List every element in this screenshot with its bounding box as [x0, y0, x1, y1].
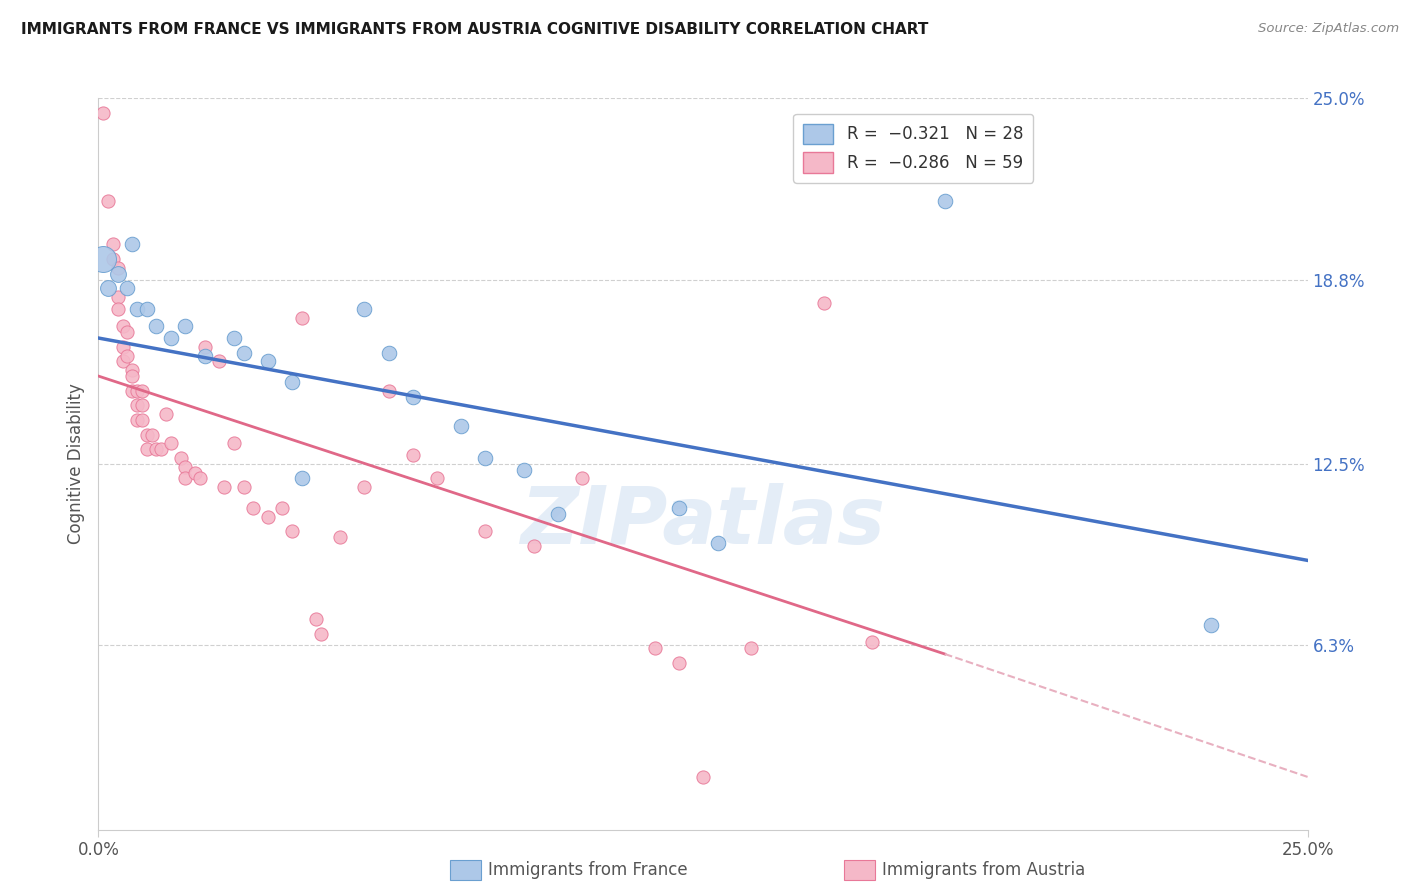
Point [706, 536, 728, 550]
Point [353, 480, 375, 494]
Point [155, 407, 177, 421]
Point [174, 459, 197, 474]
Point [290, 310, 312, 325]
Point [117, 349, 139, 363]
Point [107, 260, 129, 275]
Point [97, 281, 120, 295]
Point [474, 524, 496, 538]
Point [740, 641, 762, 656]
Point [184, 466, 207, 480]
Point [309, 626, 332, 640]
Point [402, 390, 425, 404]
Point [101, 237, 124, 252]
Point [188, 471, 211, 485]
Point [174, 471, 197, 485]
Y-axis label: Cognitive Disability: Cognitive Disability [66, 384, 84, 544]
Point [860, 635, 883, 649]
Point [131, 413, 153, 427]
Point [256, 354, 278, 368]
Point [934, 194, 956, 208]
Point [127, 398, 149, 412]
Point [97, 194, 120, 208]
Point [353, 301, 375, 316]
Point [117, 281, 139, 295]
Point [571, 471, 593, 485]
Point [194, 349, 217, 363]
Point [194, 340, 217, 354]
Point [232, 345, 254, 359]
Point [668, 656, 690, 670]
Point [208, 354, 231, 368]
Point [160, 436, 183, 450]
Point [131, 384, 153, 398]
Point [232, 480, 254, 494]
Text: Immigrants from France: Immigrants from France [488, 861, 688, 879]
Point [101, 252, 124, 266]
Point [107, 301, 129, 316]
Point [127, 301, 149, 316]
Point [644, 641, 666, 656]
Point [150, 442, 173, 457]
Legend: R =  −0.321   N = 28, R =  −0.286   N = 59: R = −0.321 N = 28, R = −0.286 N = 59 [793, 114, 1033, 183]
Point [169, 450, 191, 465]
Point [91, 105, 114, 120]
Text: Immigrants from Austria: Immigrants from Austria [882, 861, 1085, 879]
Point [111, 354, 134, 368]
Point [1199, 617, 1222, 632]
Point [450, 418, 472, 433]
Point [377, 345, 399, 359]
Point [212, 480, 235, 494]
Point [813, 296, 835, 310]
Point [121, 363, 143, 377]
Point [135, 301, 157, 316]
Point [281, 524, 304, 538]
Point [107, 290, 129, 304]
Point [145, 442, 167, 457]
Point [174, 319, 197, 334]
Point [91, 252, 114, 266]
Point [692, 770, 714, 784]
Point [107, 267, 129, 281]
Point [121, 384, 143, 398]
Point [668, 500, 690, 515]
Point [271, 500, 294, 515]
Point [121, 237, 143, 252]
Point [242, 500, 264, 515]
Point [281, 375, 304, 389]
Point [523, 539, 546, 553]
Text: IMMIGRANTS FROM FRANCE VS IMMIGRANTS FROM AUSTRIA COGNITIVE DISABILITY CORRELATI: IMMIGRANTS FROM FRANCE VS IMMIGRANTS FRO… [21, 22, 928, 37]
Point [141, 427, 163, 442]
Point [329, 530, 352, 544]
Point [135, 442, 157, 457]
Text: ZIPatlas: ZIPatlas [520, 483, 886, 561]
Point [402, 448, 425, 462]
Point [513, 463, 536, 477]
Point [222, 331, 245, 345]
Point [131, 398, 153, 412]
Point [135, 427, 157, 442]
Text: Source: ZipAtlas.com: Source: ZipAtlas.com [1258, 22, 1399, 36]
Point [290, 471, 312, 485]
Point [121, 369, 143, 384]
Point [160, 331, 183, 345]
Point [547, 507, 569, 521]
Point [474, 450, 496, 465]
Point [111, 340, 134, 354]
Point [222, 436, 245, 450]
Point [256, 509, 278, 524]
Point [127, 413, 149, 427]
Point [145, 319, 167, 334]
Point [426, 471, 449, 485]
Point [111, 319, 134, 334]
Point [127, 384, 149, 398]
Point [377, 384, 399, 398]
Point [117, 325, 139, 339]
Point [305, 612, 328, 626]
